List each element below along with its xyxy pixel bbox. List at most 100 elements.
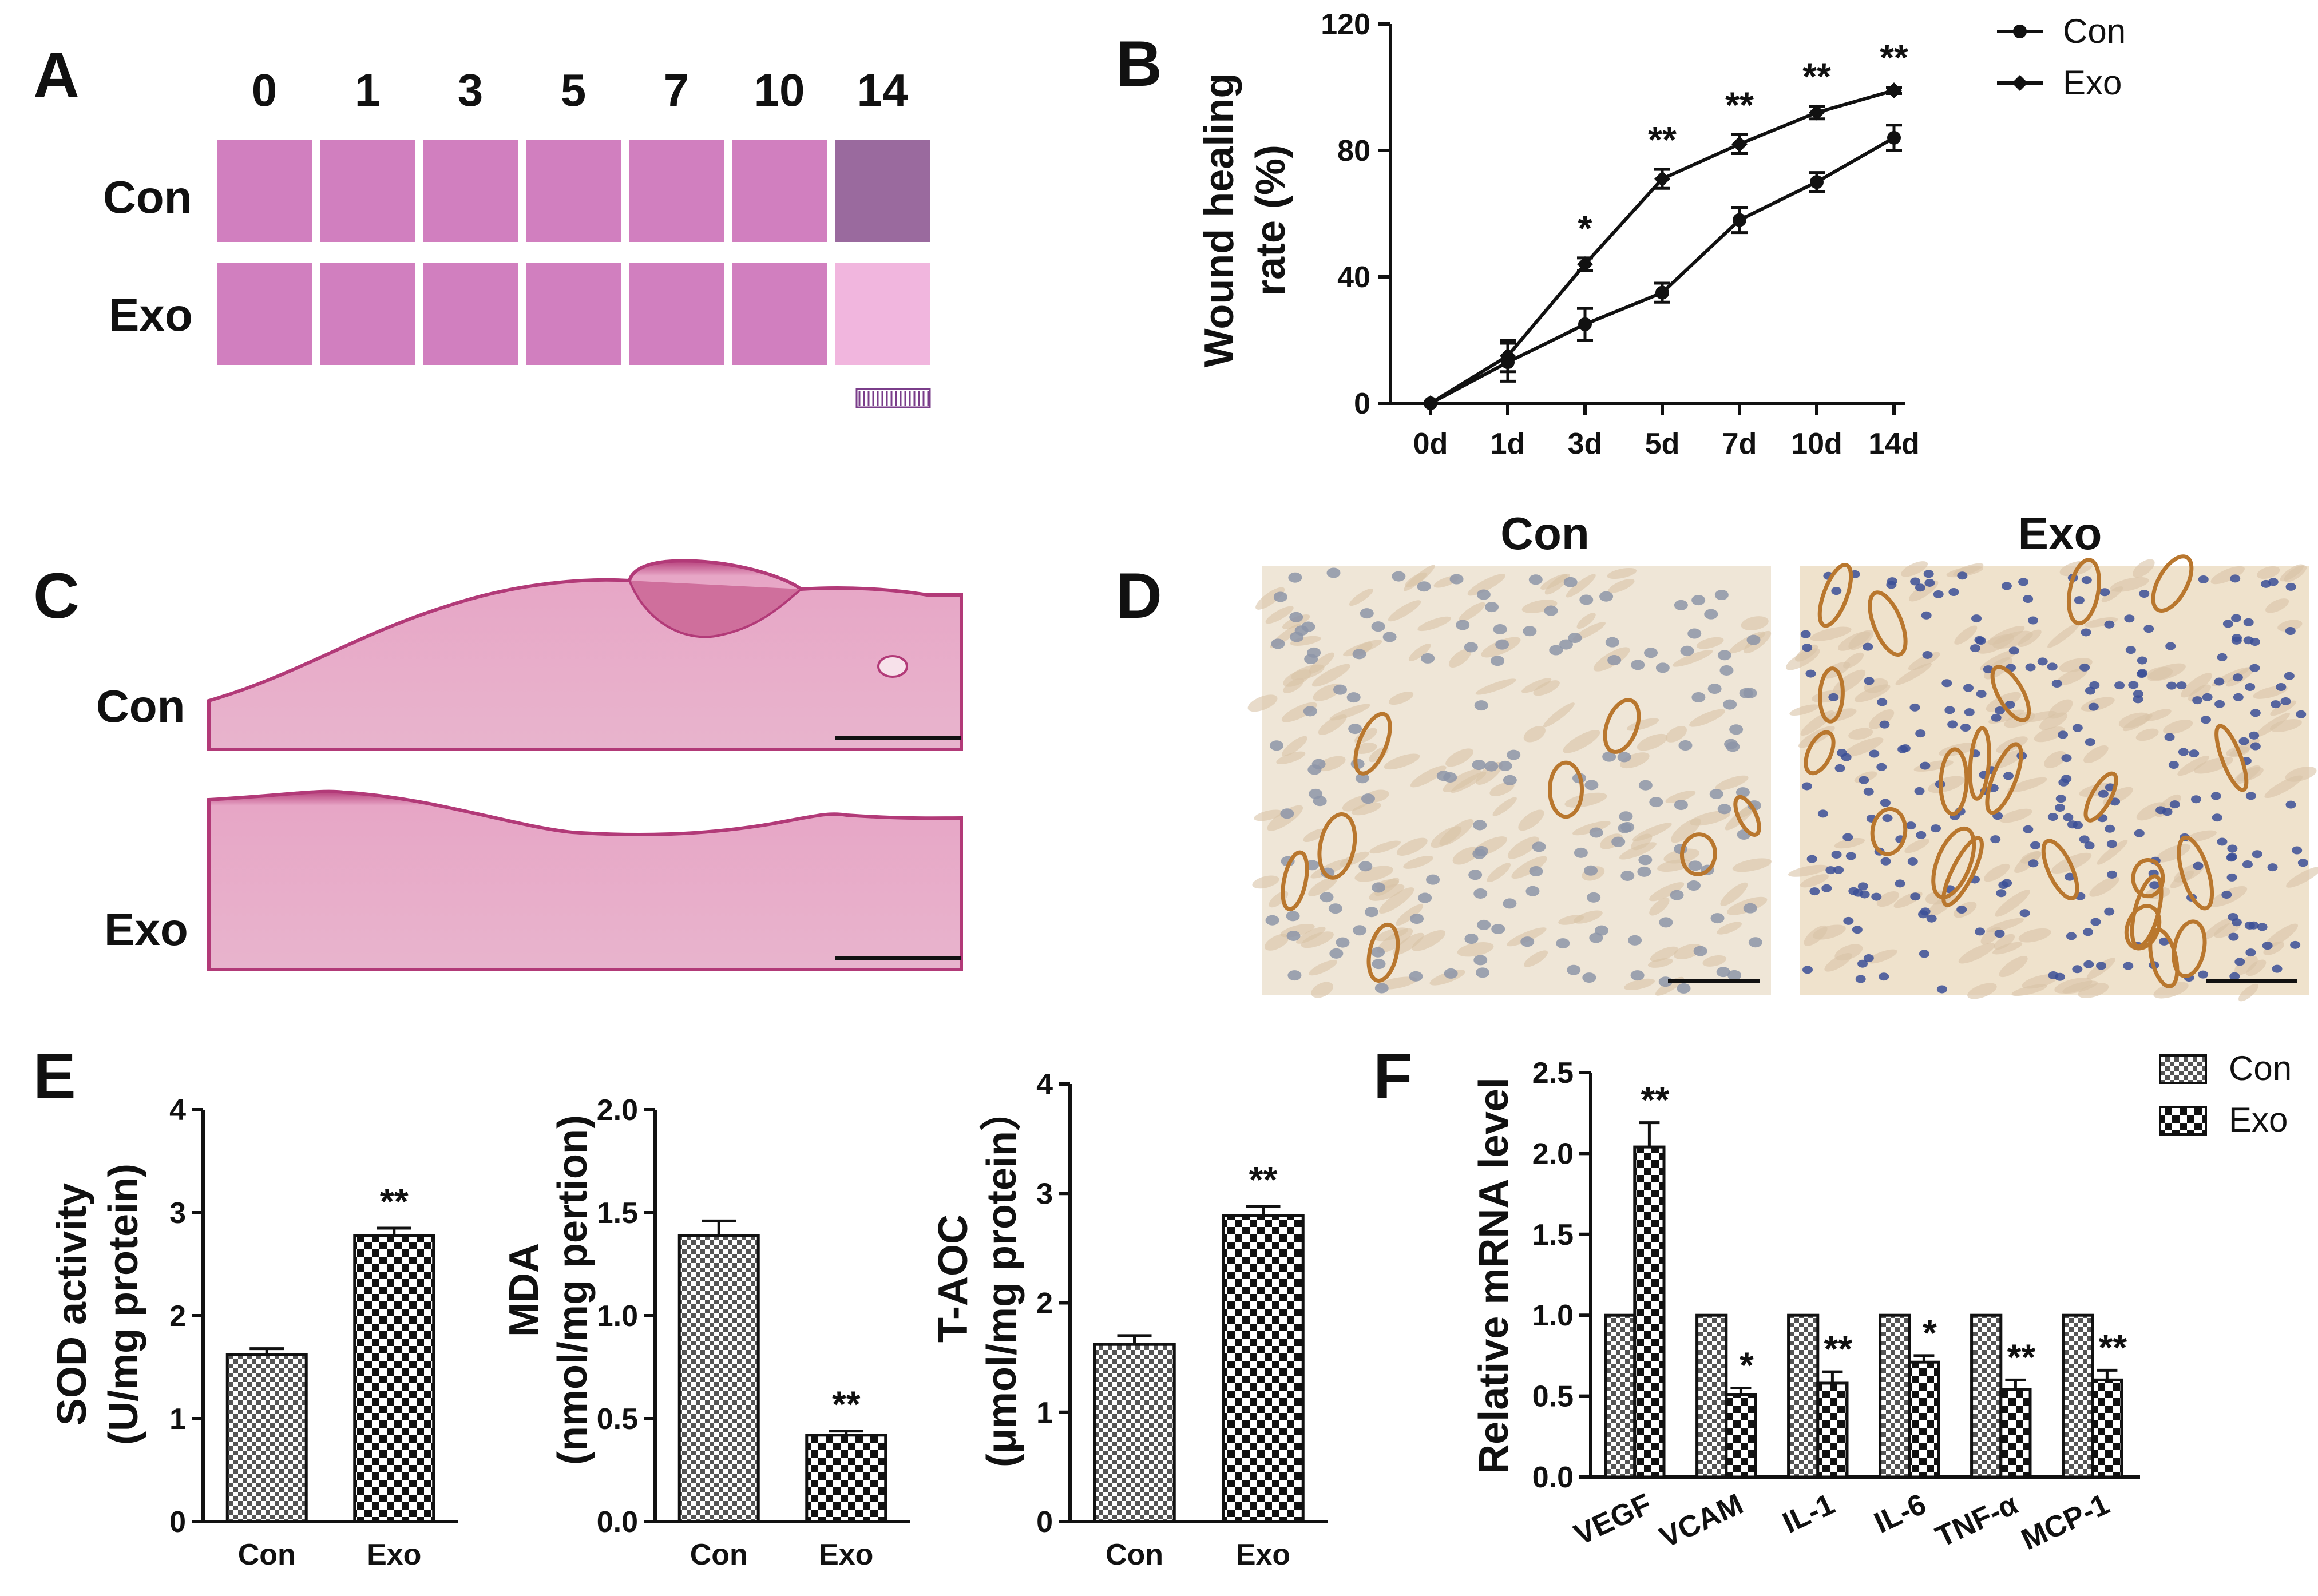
cell-nucleus bbox=[1834, 764, 1845, 772]
cell-nucleus bbox=[2114, 681, 2125, 690]
cell-nucleus bbox=[1358, 861, 1373, 872]
cell-nucleus bbox=[1964, 708, 1975, 717]
chart-b-legend-con: Con bbox=[2063, 12, 2126, 50]
cell-nucleus bbox=[1584, 780, 1599, 791]
cell-nucleus bbox=[1289, 612, 1303, 622]
stroma-fiber bbox=[1566, 574, 1596, 598]
cell-nucleus bbox=[1485, 602, 1499, 613]
cell-nucleus bbox=[1328, 903, 1342, 914]
cell-nucleus bbox=[1630, 970, 1645, 981]
stroma-fiber bbox=[2023, 710, 2057, 722]
cell-nucleus bbox=[2228, 932, 2239, 941]
chart-b-ylabel-line-1: Wound healing bbox=[1196, 73, 1242, 368]
cell-nucleus bbox=[1409, 971, 1423, 982]
cell-nucleus bbox=[1919, 950, 1929, 958]
data-point-exo bbox=[1500, 348, 1516, 364]
cell-nucleus bbox=[2025, 663, 2036, 672]
stroma-fiber bbox=[1626, 718, 1659, 731]
stroma-fiber bbox=[1895, 663, 1932, 685]
chart-f-legend: Con Exo bbox=[2159, 1049, 2292, 1139]
stroma-fiber bbox=[1563, 730, 1600, 753]
stroma-fiber bbox=[1511, 856, 1547, 879]
stroma-fiber bbox=[2007, 777, 2047, 793]
cell-nucleus bbox=[1644, 648, 1658, 658]
cell-nucleus bbox=[2134, 829, 2145, 837]
legend-marker-exo bbox=[2012, 75, 2028, 91]
cell-nucleus bbox=[1825, 866, 1836, 875]
cell-nucleus bbox=[1503, 898, 1517, 909]
chart-b-xtick-label: 14d bbox=[1868, 427, 1920, 460]
cell-nucleus bbox=[1468, 870, 1483, 880]
cell-nucleus bbox=[2267, 863, 2278, 872]
ytick-label: 4 bbox=[169, 1094, 186, 1127]
cell-nucleus bbox=[1579, 594, 1594, 605]
vessel-stain bbox=[1733, 795, 1761, 837]
cell-nucleus bbox=[1525, 886, 1540, 896]
stroma-fiber bbox=[1452, 847, 1479, 865]
cell-nucleus bbox=[2165, 642, 2176, 650]
cell-nucleus bbox=[2272, 964, 2283, 973]
cell-nucleus bbox=[2098, 789, 2109, 798]
stroma-fiber bbox=[2238, 983, 2258, 1002]
cell-nucleus bbox=[1931, 824, 1941, 833]
cell-nucleus bbox=[1567, 964, 1581, 975]
stroma-fiber bbox=[1247, 694, 1278, 712]
stroma-fiber bbox=[1631, 833, 1653, 851]
cell-nucleus bbox=[1449, 574, 1464, 585]
chart-f-legend-con: Con bbox=[2229, 1049, 2292, 1087]
cell-nucleus bbox=[1638, 780, 1653, 791]
cell-nucleus bbox=[1532, 841, 1546, 852]
chart-e2-ylabel-line-2: (nmol/mg pertion) bbox=[550, 1115, 596, 1465]
significance-mark: ** bbox=[1824, 1328, 1852, 1369]
cell-nucleus bbox=[1346, 692, 1361, 703]
cell-nucleus bbox=[1611, 836, 1626, 847]
cell-nucleus bbox=[1914, 787, 1925, 795]
bar-con bbox=[1695, 1313, 1728, 1479]
stroma-fiber bbox=[1403, 856, 1433, 869]
vessel-stain bbox=[1931, 826, 1976, 899]
panel-label-d: D bbox=[1116, 560, 1162, 632]
cell-nucleus bbox=[1280, 808, 1294, 819]
stroma-fiber bbox=[1673, 944, 1702, 959]
cell-nucleus bbox=[2233, 693, 2244, 701]
cell-nucleus bbox=[2027, 616, 2038, 625]
cell-nucleus bbox=[1456, 620, 1470, 630]
chart-b-xtick-label: 0d bbox=[1413, 427, 1448, 460]
cell-nucleus bbox=[1887, 577, 1897, 586]
stroma-fiber bbox=[2020, 851, 2042, 864]
stroma-fiber bbox=[2018, 629, 2042, 648]
cell-nucleus bbox=[2234, 958, 2245, 966]
bar-exo bbox=[2091, 1378, 2123, 1479]
stroma-fiber bbox=[2047, 623, 2080, 648]
stroma-fiber bbox=[1867, 949, 1897, 964]
stroma-fiber bbox=[1388, 692, 1414, 705]
stroma-fiber bbox=[1417, 616, 1452, 632]
cell-nucleus bbox=[1605, 637, 1619, 648]
stroma-fiber bbox=[2277, 620, 2303, 632]
wound-photo bbox=[732, 263, 827, 365]
cell-nucleus bbox=[1687, 628, 1702, 639]
xtick-label: MCP-1 bbox=[2016, 1487, 2114, 1557]
cell-nucleus bbox=[1710, 913, 1725, 924]
cell-nucleus bbox=[2048, 971, 2059, 979]
cell-nucleus bbox=[1631, 660, 1645, 670]
cell-nucleus bbox=[1717, 650, 1731, 661]
stroma-fiber bbox=[1533, 680, 1560, 696]
panel-a-row-label-con: Con bbox=[103, 172, 192, 223]
cell-nucleus bbox=[2217, 653, 2228, 661]
vessel-stain bbox=[1939, 747, 1969, 816]
cell-nucleus bbox=[2125, 646, 2136, 654]
stroma-fiber bbox=[1412, 930, 1446, 951]
vessel-stain bbox=[1870, 807, 1908, 856]
stroma-fiber bbox=[1689, 811, 1731, 826]
cell-nucleus bbox=[1910, 892, 1921, 901]
cell-nucleus bbox=[2081, 628, 2091, 637]
cell-nucleus bbox=[1544, 605, 1558, 616]
cell-nucleus bbox=[1857, 882, 1868, 891]
wound-photo bbox=[835, 263, 930, 365]
cell-nucleus bbox=[1915, 583, 1925, 592]
panel-a-row-label-exo: Exo bbox=[109, 289, 193, 340]
cell-nucleus bbox=[1320, 892, 1334, 903]
cell-nucleus bbox=[1704, 609, 1718, 620]
cell-nucleus bbox=[2268, 578, 2279, 586]
